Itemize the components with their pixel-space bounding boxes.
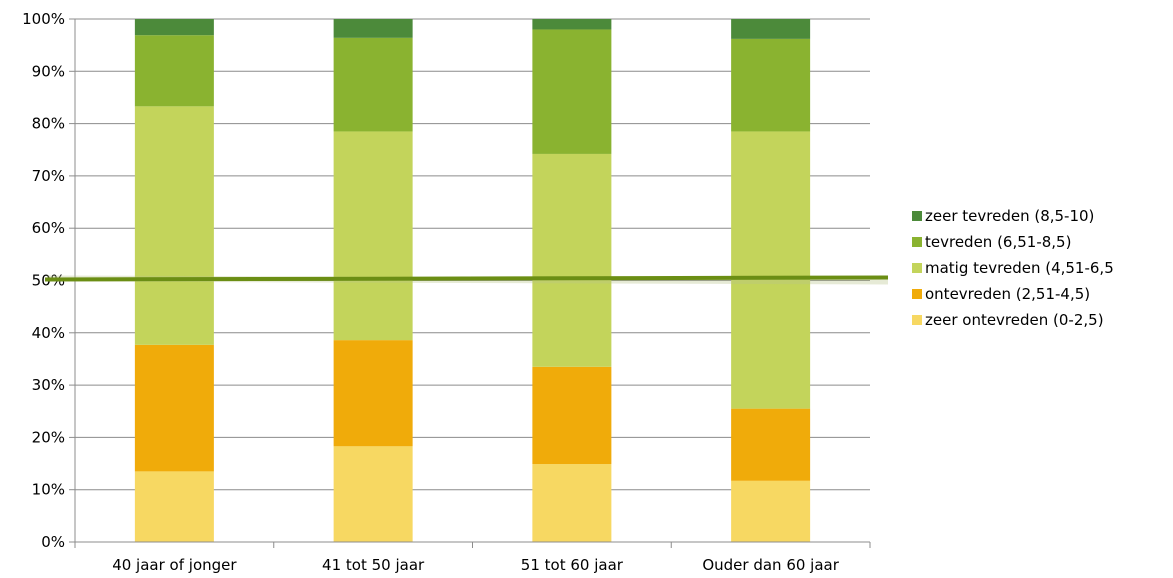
bar-segment (532, 366, 612, 465)
bar-segment (731, 19, 811, 39)
legend-label: zeer tevreden (8,5-10) (925, 207, 1094, 225)
x-tick-label: 40 jaar of jonger (112, 556, 237, 574)
bar-segment (134, 106, 214, 345)
y-tick-label: 40% (32, 324, 65, 342)
bar-segment (532, 153, 612, 367)
bars (134, 19, 811, 542)
bar-segment (731, 408, 811, 481)
y-tick-label: 60% (32, 219, 65, 237)
x-tick-labels: 40 jaar of jonger 41 tot 50 jaar 51 tot 60… (112, 556, 840, 574)
legend-swatch (912, 211, 922, 221)
bar-segment (134, 19, 214, 36)
x-tick-label: 41 tot 50 jaar (322, 556, 425, 574)
y-tick-label: 70% (32, 167, 65, 185)
bar-segment (333, 446, 413, 542)
bar-segment (333, 37, 413, 132)
legend-label: zeer ontevreden (0-2,5) (925, 311, 1104, 329)
legend-swatch (912, 237, 922, 247)
bar-segment (333, 340, 413, 447)
legend: zeer tevreden (8,5-10) tevreden (6,51-8,5… (912, 207, 1114, 329)
legend-label: ontevreden (2,51-4,5) (925, 285, 1090, 303)
bar-segment (532, 29, 612, 154)
reference-line-group (44, 275, 889, 285)
x-tick-label: Ouder dan 60 jaar (702, 556, 839, 574)
bar-segment (532, 19, 612, 30)
bar-segment (134, 344, 214, 472)
y-tick-label: 30% (32, 376, 65, 394)
reference-line (44, 275, 889, 282)
bar-segment (731, 131, 811, 409)
y-tick-label: 0% (41, 533, 65, 551)
bar-segment (333, 131, 413, 341)
bar-segment (731, 480, 811, 542)
legend-swatch (912, 289, 922, 299)
y-tick-label: 90% (32, 62, 65, 80)
y-tick-label: 10% (32, 481, 65, 499)
bar-segment (731, 38, 811, 132)
bar-segment (134, 35, 214, 107)
y-tick-label: 100% (22, 10, 65, 28)
y-tick-label: 80% (32, 115, 65, 133)
legend-swatch (912, 315, 922, 325)
bar-segment (532, 464, 612, 542)
x-tick-label: 51 tot 60 jaar (521, 556, 624, 574)
bar-segment (134, 471, 214, 542)
y-tick-label: 20% (32, 428, 65, 446)
bar-segment (333, 19, 413, 38)
legend-swatch (912, 263, 922, 273)
legend-label: matig tevreden (4,51-6,5 (925, 259, 1114, 277)
y-tick-labels: 0%10%20%30%40%50%60%70%80%90%100% (22, 10, 65, 551)
legend-label: tevreden (6,51-8,5) (925, 233, 1071, 251)
